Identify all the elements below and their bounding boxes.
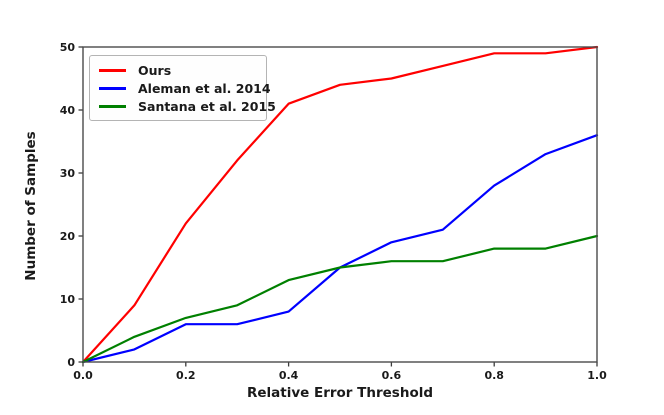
series-line-2 [81,234,599,364]
y-tick-label: 0 [67,356,75,369]
y-axis-label: Number of Samples [23,131,39,281]
legend-line-swatch-red [99,69,126,72]
x-axis-label: Relative Error Threshold [246,385,434,401]
y-tick-label: 40 [60,104,76,117]
series-line-0 [81,45,599,364]
x-tick-label: 0.8 [484,369,504,382]
legend-label: Aleman et al. 2014 [138,81,271,96]
legend-line-swatch-green [99,105,126,108]
legend-label: Santana et al. 2015 [138,99,276,114]
legend: Ours Aleman et al. 2014 Santana et al. 2… [89,55,276,121]
x-tick-label: 0.2 [176,369,196,382]
legend-entry-ours: Ours [98,62,258,79]
y-tick-label: 10 [60,293,76,306]
x-tick-label: 0.0 [73,369,93,382]
y-tick-label: 30 [60,167,76,180]
legend-entry-santana: Santana et al. 2015 [98,98,276,115]
legend-label: Ours [138,63,172,78]
legend-line-swatch-blue [99,87,126,90]
legend-entry-aleman: Aleman et al. 2014 [98,80,271,97]
y-tick-label: 50 [60,41,76,54]
plot-area [82,46,598,363]
x-tick-label: 0.6 [382,369,402,382]
x-tick-label: 0.4 [279,369,299,382]
y-tick-label: 20 [60,230,76,243]
x-tick-label: 1.0 [587,369,607,382]
